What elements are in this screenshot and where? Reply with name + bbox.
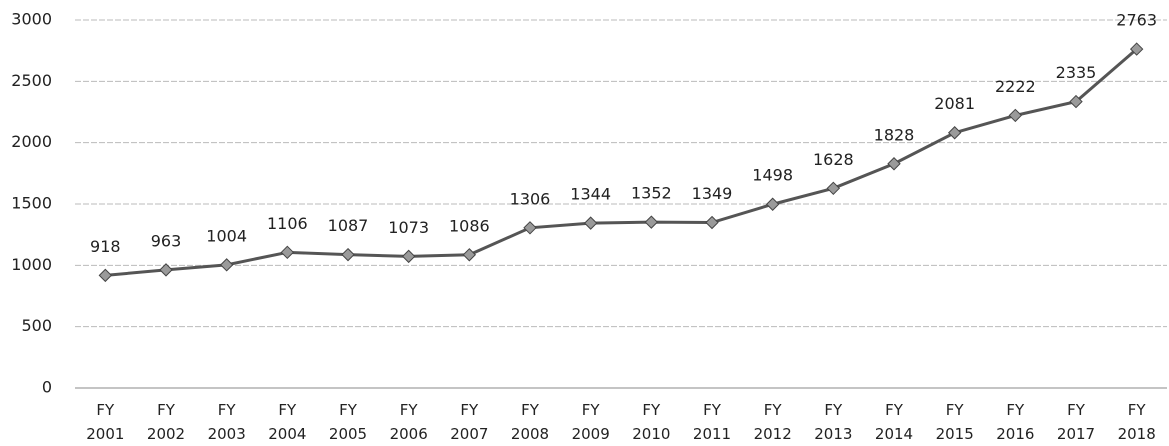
x-tick-label: FY 2010 <box>632 401 671 443</box>
data-label: 1073 <box>388 218 429 237</box>
marker <box>947 126 962 140</box>
y-tick-label: 2000 <box>11 132 52 151</box>
x-tick-label: FY 2007 <box>450 401 489 443</box>
x-tick-label: FY 2011 <box>692 401 732 443</box>
data-line <box>105 47 1138 277</box>
data-label: 963 <box>151 231 182 250</box>
x-tick-label: FY 2004 <box>268 401 307 443</box>
data-label: 1086 <box>449 216 490 235</box>
x-tick-label: FY 2006 <box>389 401 428 443</box>
x-tick-label: FY 2016 <box>996 401 1035 443</box>
data-label: 1106 <box>267 214 308 233</box>
data-label: 1004 <box>206 226 247 245</box>
y-tick-label: 1000 <box>11 255 52 274</box>
marker <box>765 197 780 211</box>
x-tick-label: FY 2015 <box>935 401 974 443</box>
marker <box>644 215 659 229</box>
marker <box>826 181 841 196</box>
y-tick-label: 3000 <box>11 10 52 29</box>
x-tick-label: FY 2009 <box>571 401 610 443</box>
x-tick-label: FY 2003 <box>207 401 246 443</box>
y-tick-label: 0 <box>42 378 52 397</box>
marker <box>159 263 173 277</box>
data-label: 2335 <box>1056 63 1097 82</box>
data-label: 2763 <box>1116 11 1157 30</box>
marker <box>401 249 416 264</box>
marker <box>523 221 537 235</box>
data-label: 1828 <box>874 125 915 144</box>
marker <box>98 268 113 283</box>
data-label: 1087 <box>328 216 369 235</box>
data-label: 2081 <box>934 94 975 113</box>
marker <box>1129 42 1144 56</box>
x-tick-label: FY 2013 <box>814 401 853 443</box>
y-tick-label: 1500 <box>11 194 52 213</box>
marker <box>583 216 598 230</box>
marker <box>1069 94 1083 109</box>
data-label: 1498 <box>752 166 793 185</box>
data-label: 1349 <box>692 184 733 203</box>
marker <box>280 245 295 260</box>
data-label: 1344 <box>570 185 611 204</box>
data-label: 2222 <box>995 77 1036 96</box>
x-tick-label: FY 2008 <box>510 401 550 443</box>
x-tick-label: FY 2001 <box>86 401 125 443</box>
x-tick-label: FY 2012 <box>753 401 792 443</box>
x-tick-label: FY 2018 <box>1117 401 1156 443</box>
data-label: 1306 <box>510 189 551 208</box>
y-tick-label: 2500 <box>11 71 52 90</box>
x-tick-label: FY 2005 <box>328 401 368 443</box>
x-tick-label: FY 2002 <box>146 401 186 443</box>
x-tick-label: FY 2014 <box>874 401 914 443</box>
data-label: 918 <box>90 237 121 256</box>
y-tick-label: 500 <box>21 316 52 335</box>
data-label: 1352 <box>631 184 672 203</box>
marker <box>1008 108 1023 123</box>
data-label: 1628 <box>813 150 854 169</box>
marker <box>462 248 477 262</box>
marker <box>887 157 901 171</box>
x-tick-label: FY 2017 <box>1056 401 1096 443</box>
marker <box>705 215 719 230</box>
marker <box>341 247 355 262</box>
marker <box>219 258 234 272</box>
